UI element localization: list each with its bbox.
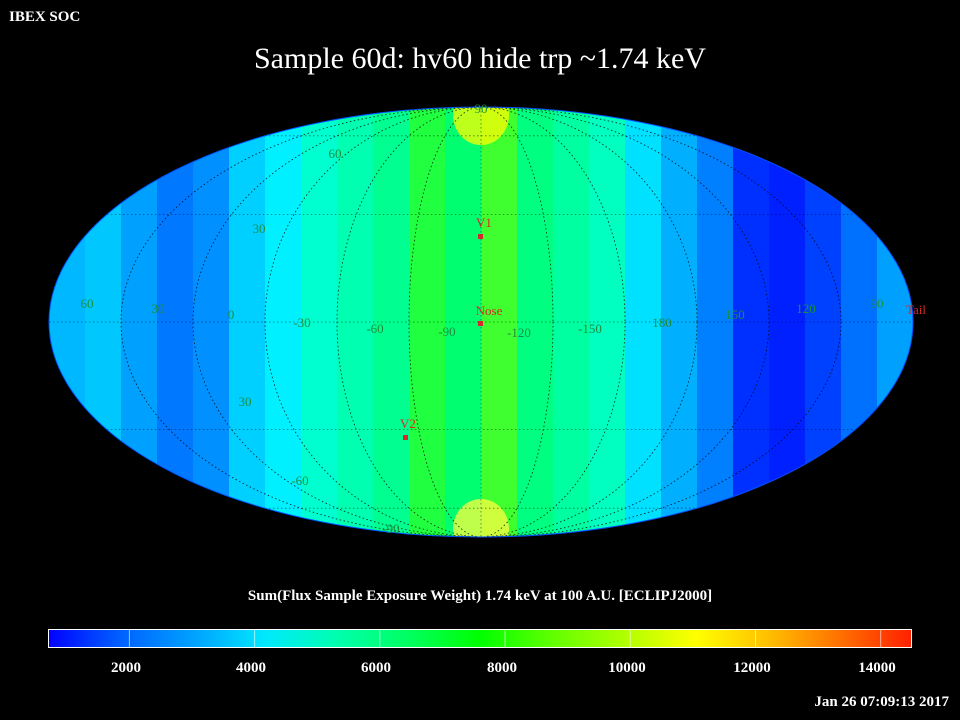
lon-label: -30 (293, 315, 310, 330)
lat-label: 30 (239, 394, 252, 409)
lon-label: 120 (796, 301, 816, 316)
marker-label-tail: Tail (906, 302, 926, 317)
lon-label: 180 (652, 315, 672, 330)
colorbar-tick: 2000 (111, 660, 141, 676)
marker-dot-v2 (403, 435, 408, 440)
timestamp: Jan 26 07:09:13 2017 (814, 694, 949, 710)
lon-label: -120 (507, 325, 531, 340)
colorbar-tick: 4000 (236, 660, 266, 676)
colorbar-tick: 12000 (733, 660, 771, 676)
lon-label: -150 (578, 321, 602, 336)
header-label: IBEX SOC (9, 9, 81, 25)
colorbar-tick: 8000 (487, 660, 517, 676)
lon-label: 150 (725, 307, 745, 322)
marker-label-nose: Nose (476, 303, 503, 318)
lon-label: 30 (152, 301, 165, 316)
lon-label: 90 (871, 296, 884, 311)
marker-dot-nose (478, 321, 483, 326)
colorbar-tick: 14000 (858, 660, 896, 676)
lon-label: -60 (366, 321, 383, 336)
lon-label: 0 (228, 307, 235, 322)
lon-label: 60 (81, 296, 94, 311)
lat-label: 30 (253, 221, 266, 236)
colorbar-tick: 6000 (361, 660, 391, 676)
lat-label: 60 (329, 146, 342, 161)
marker-label-v2: V2 (400, 416, 416, 431)
colorbar-tick: 10000 (608, 660, 646, 676)
lat-label: -60 (291, 473, 308, 488)
colorbar (48, 629, 912, 648)
colorbar-title: Sum(Flux Sample Exposure Weight) 1.74 ke… (247, 588, 713, 604)
lon-label: -90 (438, 324, 455, 339)
lat-label: -90 (382, 521, 399, 536)
lat-label: 90 (475, 101, 488, 116)
marker-label-v1: V1 (476, 215, 492, 230)
plot-title: Sample 60d: hv60 hide trp ~1.74 keV (253, 42, 706, 75)
marker-dot-v1 (478, 234, 483, 239)
